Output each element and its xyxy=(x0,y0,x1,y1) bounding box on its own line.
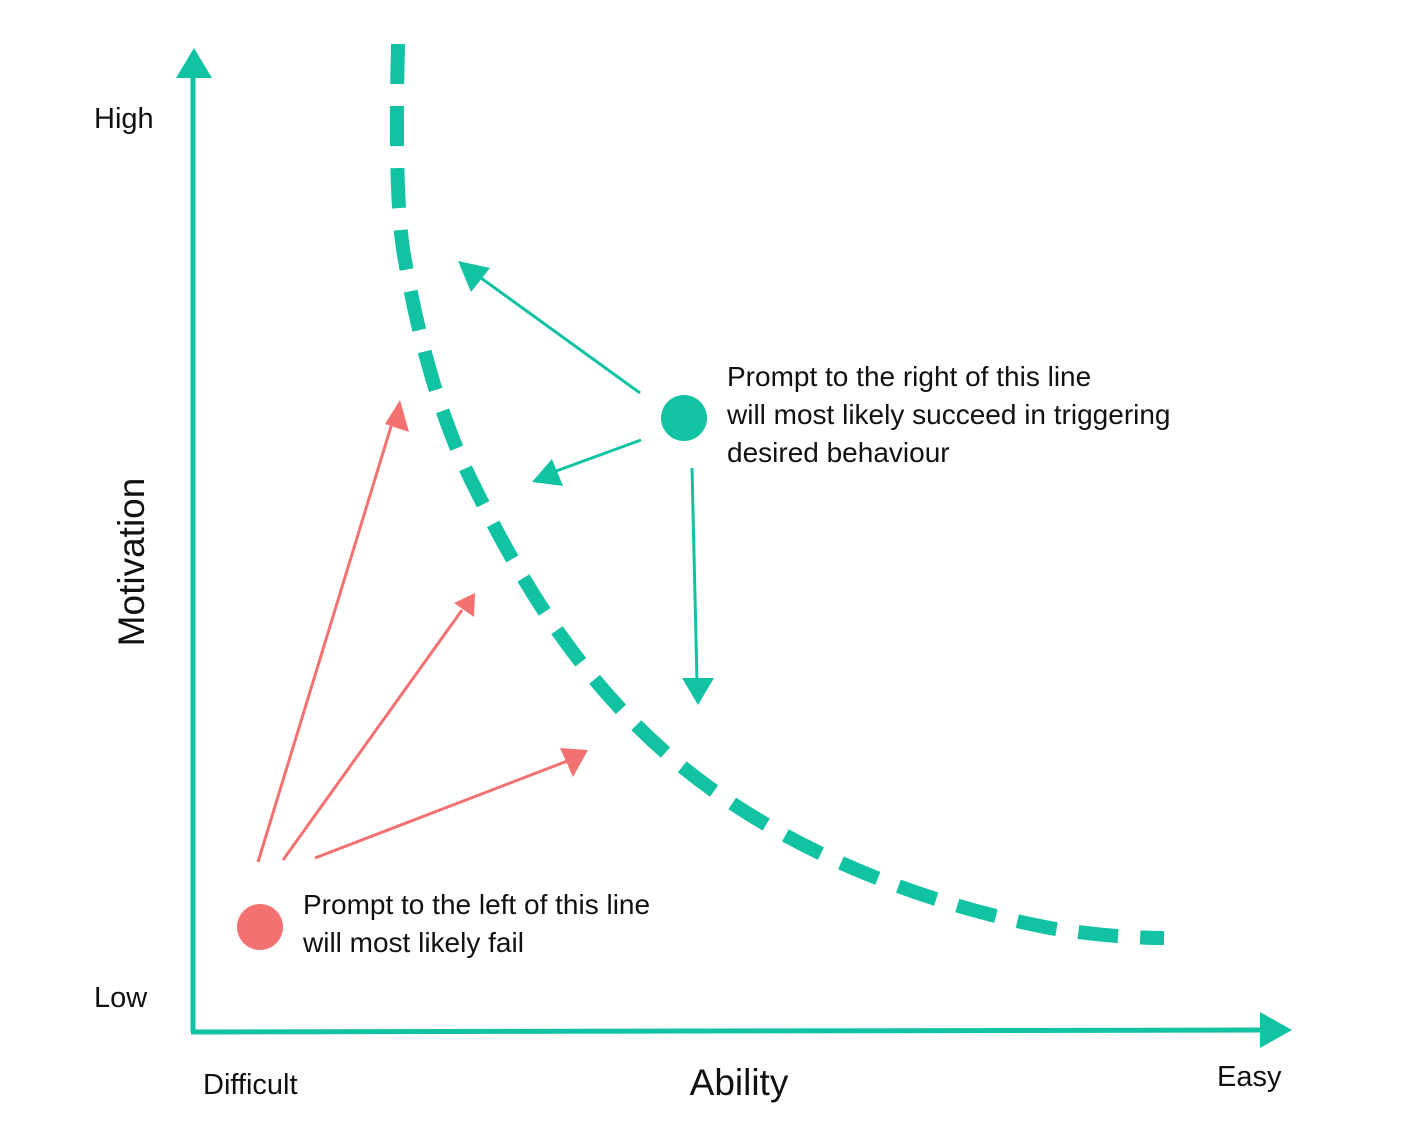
fail-arrows xyxy=(256,400,588,863)
fail-arrowhead-shallow xyxy=(560,748,588,777)
success-arrow-up-left xyxy=(469,268,641,395)
fail-note-line-1: Prompt to the left of this line xyxy=(303,889,650,920)
fail-arrow-mid xyxy=(281,609,464,861)
success-arrow-down xyxy=(690,467,699,683)
success-arrowhead-up-left xyxy=(458,261,490,292)
x-axis-arrowhead xyxy=(1260,1012,1292,1048)
y-axis-title: Motivation xyxy=(111,478,152,647)
fail-arrowhead-steep xyxy=(385,400,409,432)
fail-arrowhead-mid xyxy=(454,593,475,617)
fail-dot xyxy=(237,904,283,950)
success-note: Prompt to the right of this line will mo… xyxy=(726,361,1178,468)
success-note-line-2: will most likely succeed in triggering xyxy=(726,399,1171,430)
success-arrow-left xyxy=(547,438,642,476)
x-axis-easy-label: Easy xyxy=(1217,1061,1282,1093)
y-axis-high-label: High xyxy=(94,103,154,135)
x-axis-title: Ability xyxy=(690,1062,789,1103)
y-axis-low-label: Low xyxy=(94,982,148,1014)
fail-arrow-shallow xyxy=(314,758,571,860)
action-line-curve xyxy=(389,43,1165,945)
success-arrows xyxy=(458,261,714,705)
success-arrowhead-down xyxy=(682,678,714,705)
fail-note-line-2: will most likely fail xyxy=(302,927,524,958)
x-axis-line xyxy=(190,1027,1263,1035)
success-note-line-1: Prompt to the right of this line xyxy=(727,361,1091,392)
axes xyxy=(176,48,1292,1048)
fail-arrow-steep xyxy=(256,419,395,863)
success-arrowhead-left xyxy=(532,459,563,486)
y-axis-arrowhead xyxy=(176,48,212,78)
success-note-line-3: desired behaviour xyxy=(727,437,950,468)
success-dot xyxy=(661,395,707,441)
x-axis-difficult-label: Difficult xyxy=(203,1069,298,1101)
fail-note: Prompt to the left of this line will mos… xyxy=(302,889,658,958)
